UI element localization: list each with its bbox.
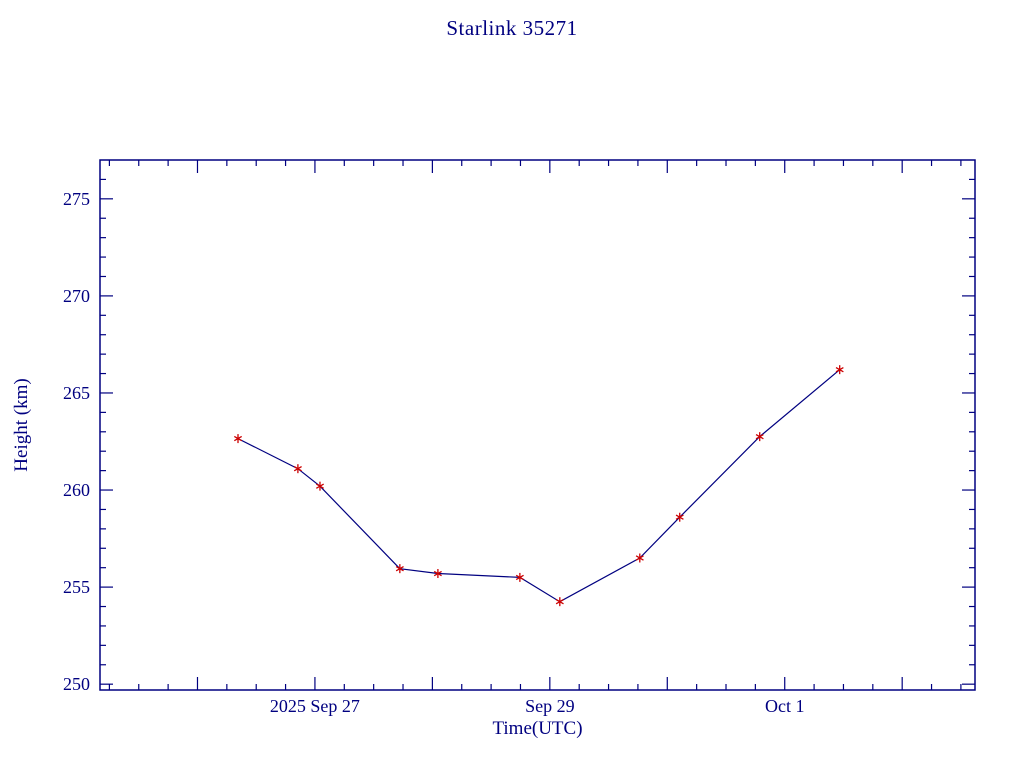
svg-text:255: 255 xyxy=(63,577,90,597)
svg-text:Sep 29: Sep 29 xyxy=(525,696,575,716)
svg-text:275: 275 xyxy=(63,189,90,209)
svg-text:265: 265 xyxy=(63,383,90,403)
svg-text:Oct 1: Oct 1 xyxy=(765,696,805,716)
y-tick-labels: 250 255 260 265 270 275 xyxy=(63,189,90,694)
svg-text:250: 250 xyxy=(63,674,90,694)
svg-text:260: 260 xyxy=(63,480,90,500)
data-markers xyxy=(233,365,844,607)
data-line xyxy=(237,369,841,603)
x-tick-labels: 2025 Sep 27 Sep 29 Oct 1 xyxy=(270,696,805,716)
chart-title: Starlink 35271 xyxy=(446,16,578,40)
axis-box xyxy=(99,159,976,691)
axis-ticks xyxy=(100,160,975,690)
svg-text:270: 270 xyxy=(63,286,90,306)
x-axis-label: Time(UTC) xyxy=(492,718,583,739)
svg-text:2025 Sep 27: 2025 Sep 27 xyxy=(270,696,360,716)
